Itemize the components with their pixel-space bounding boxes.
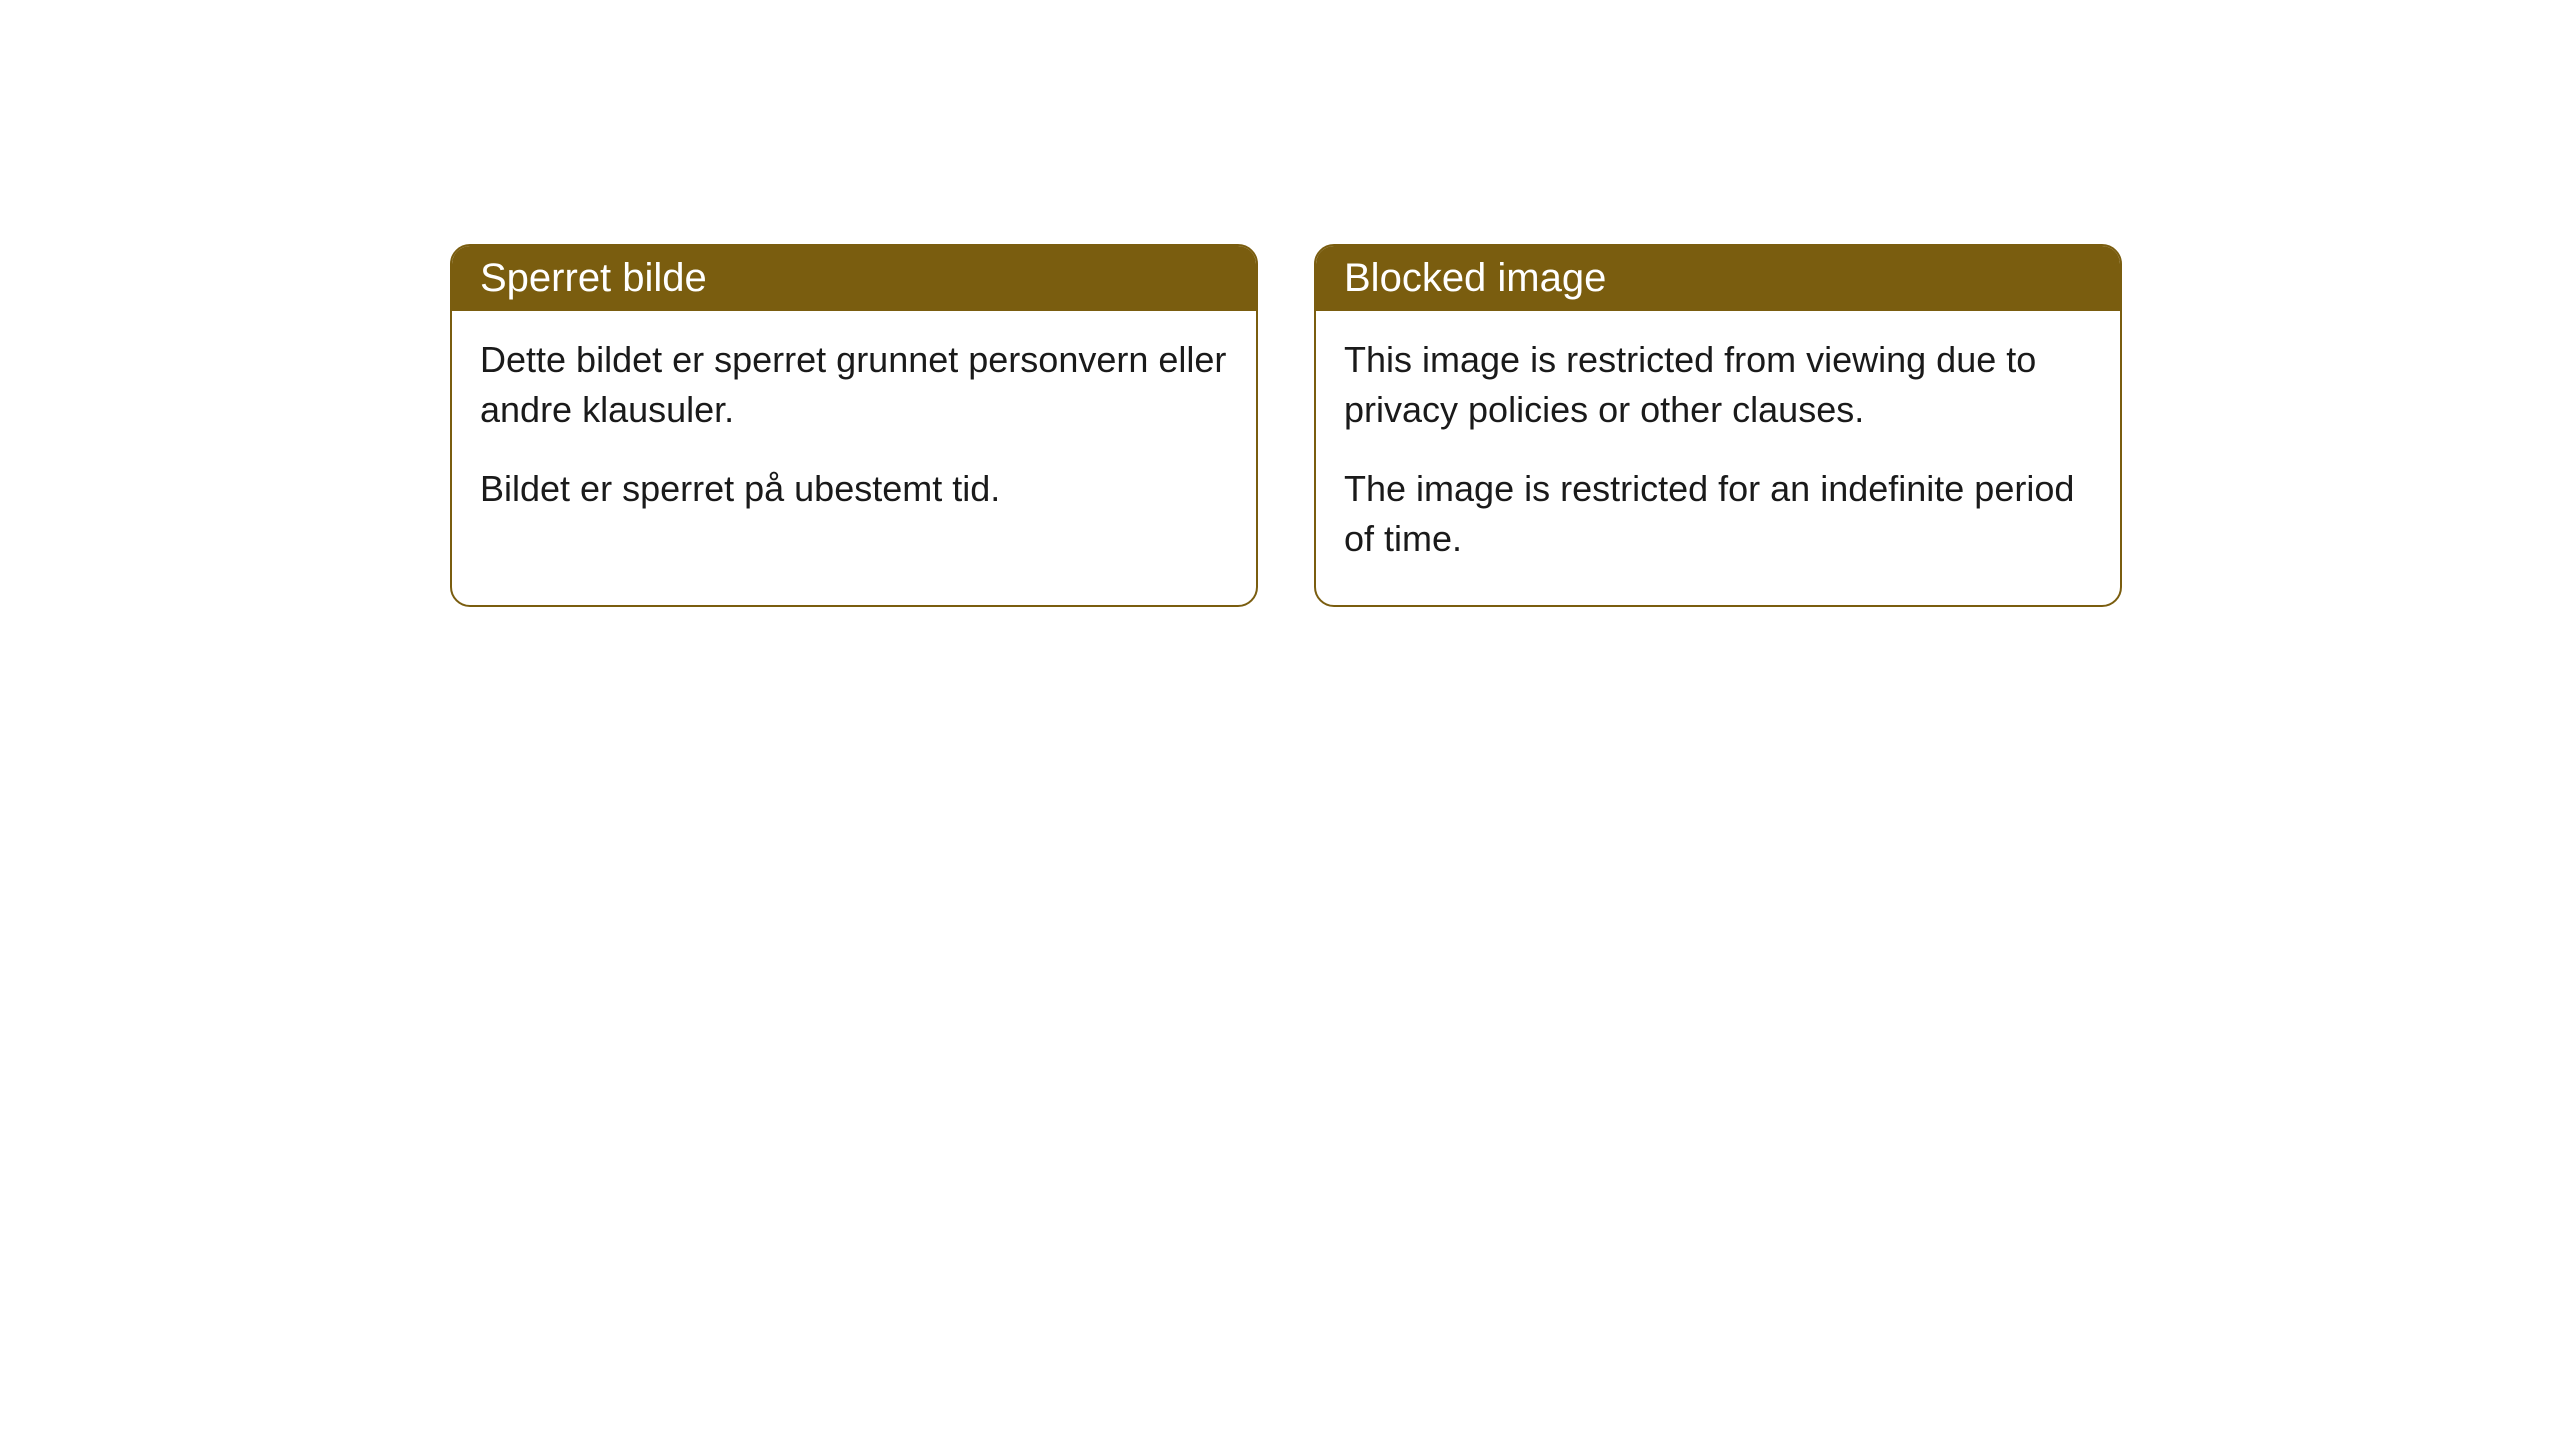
card-header: Sperret bilde [452,246,1256,311]
card-english: Blocked image This image is restricted f… [1314,244,2122,607]
card-norwegian: Sperret bilde Dette bildet er sperret gr… [450,244,1258,607]
card-text-line1: This image is restricted from viewing du… [1344,335,2092,436]
cards-container: Sperret bilde Dette bildet er sperret gr… [450,244,2122,607]
card-body: This image is restricted from viewing du… [1316,311,2120,605]
card-text-line2: The image is restricted for an indefinit… [1344,464,2092,565]
card-text-line2: Bildet er sperret på ubestemt tid. [480,464,1228,514]
card-body: Dette bildet er sperret grunnet personve… [452,311,1256,554]
card-header: Blocked image [1316,246,2120,311]
card-text-line1: Dette bildet er sperret grunnet personve… [480,335,1228,436]
